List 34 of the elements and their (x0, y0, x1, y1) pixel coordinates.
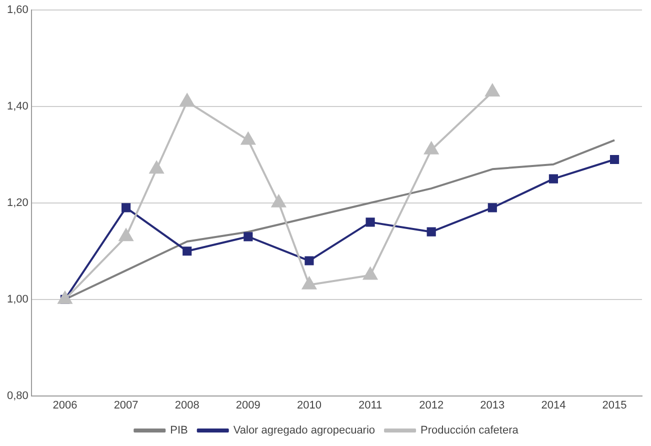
point (150, 161, 164, 174)
point (426, 227, 436, 236)
legend-label: Producción cafetera (420, 424, 520, 437)
y-tick-label: 1,00 (6, 293, 28, 306)
point (122, 203, 131, 212)
x-tick-label: 2013 (480, 399, 505, 412)
point (180, 94, 194, 106)
x-tick-label: 2015 (602, 399, 627, 412)
point (304, 256, 314, 266)
x-tick-label: 2008 (174, 399, 200, 412)
point (424, 142, 438, 154)
point (182, 246, 192, 256)
y-tick-label: 1,40 (6, 100, 28, 112)
y-tick-label: 1,60 (6, 4, 28, 16)
point (118, 228, 134, 242)
x-tick-label: 2014 (541, 399, 566, 412)
x-tick-label: 2012 (419, 399, 444, 412)
point (485, 84, 500, 96)
x-tick-label: 2011 (358, 399, 382, 412)
point (610, 154, 620, 164)
point (272, 194, 286, 208)
point (548, 174, 558, 184)
point (244, 232, 253, 242)
x-tick-label: 2006 (52, 399, 78, 412)
x-tick-label: 2010 (296, 399, 322, 412)
y-tick-label: 0,80 (6, 390, 28, 402)
legend-label: PIB (170, 424, 188, 437)
x-tick-label: 2007 (114, 399, 138, 412)
x-tick-label: 2009 (236, 399, 260, 412)
point (366, 218, 375, 227)
point (488, 203, 497, 212)
legend-label: Valor agregado agropecuario (233, 424, 376, 437)
y-tick-label: 1,20 (6, 196, 28, 209)
point (241, 132, 256, 145)
